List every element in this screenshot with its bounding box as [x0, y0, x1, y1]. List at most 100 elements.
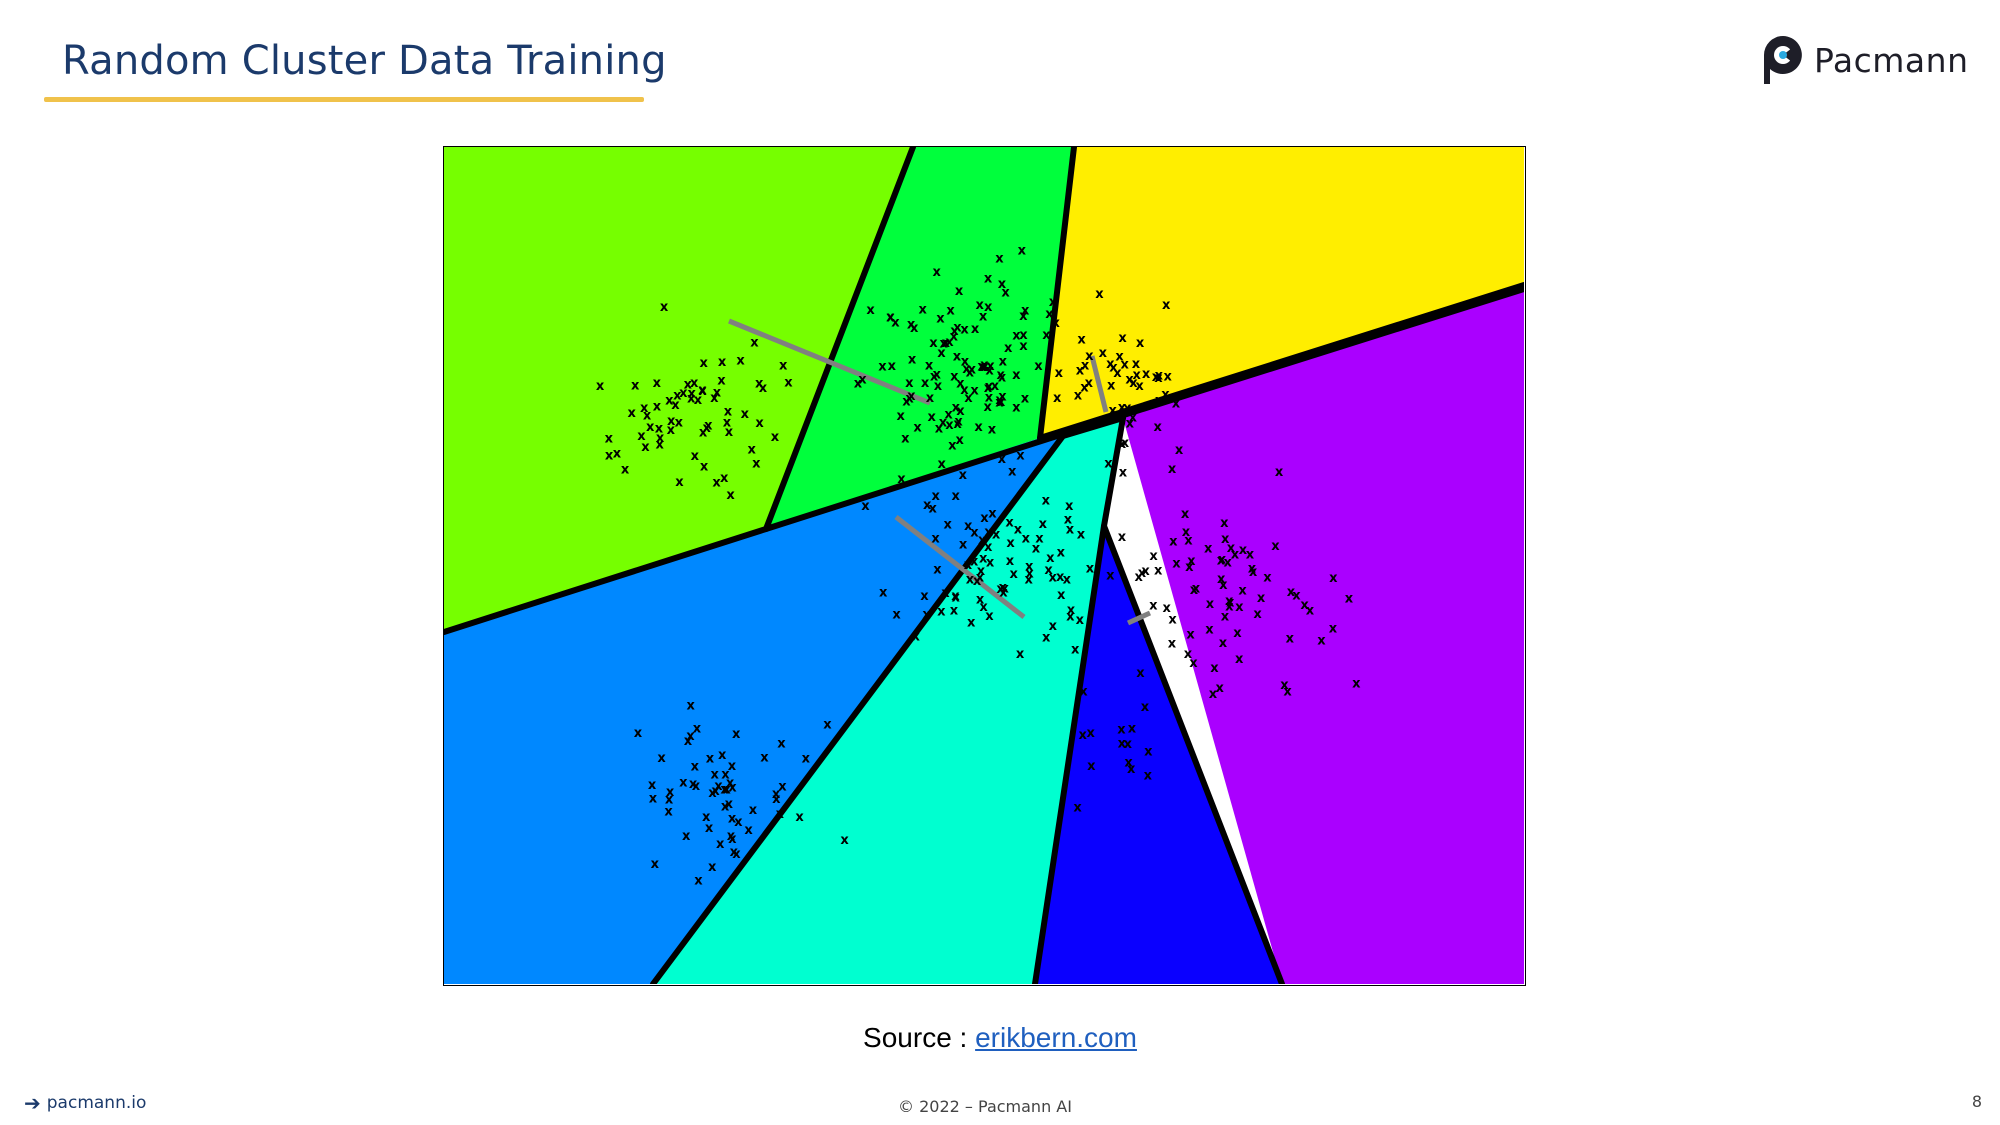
data-point-marker: x — [1218, 553, 1227, 568]
data-point-marker: x — [653, 399, 662, 414]
data-point-marker: x — [919, 303, 928, 318]
source-link[interactable]: erikbern.com — [975, 1022, 1137, 1053]
data-point-marker: x — [1121, 436, 1130, 451]
data-point-marker: x — [628, 406, 637, 421]
data-point-marker: x — [1106, 569, 1115, 584]
data-point-marker: x — [675, 475, 684, 490]
data-point-marker: x — [979, 310, 988, 325]
data-point-marker: x — [934, 379, 943, 394]
data-point-marker: x — [722, 782, 731, 797]
data-point-marker: x — [999, 354, 1008, 369]
region-border — [763, 433, 1060, 532]
data-point-marker: x — [930, 370, 939, 385]
source-label: Source : — [863, 1022, 968, 1053]
data-point-marker: x — [1118, 437, 1127, 452]
data-point-marker: x — [1113, 366, 1122, 381]
data-point-marker: x — [667, 414, 676, 429]
data-point-marker: x — [1144, 769, 1153, 784]
data-point-marker: x — [728, 832, 737, 847]
data-point-marker: x — [750, 336, 759, 351]
data-point-marker: x — [979, 600, 988, 615]
data-point-marker: x — [1329, 622, 1338, 637]
data-point-marker: x — [648, 778, 657, 793]
data-point-marker: x — [1034, 359, 1043, 374]
data-point-marker: x — [1057, 588, 1066, 603]
voronoi-plot: x x x x x x x x x x x x x x x x x x x x x x x x x x x x x x x x x x x x x x x x… — [444, 147, 1524, 984]
data-points: x x x x x x x x x x x x x x x x x x x x x x x x x x x x x x x x x x x x x x x x… — [596, 244, 1361, 889]
data-point-marker: x — [905, 392, 914, 407]
data-point-marker: x — [1184, 534, 1193, 549]
data-point-marker: x — [854, 377, 863, 392]
data-point-marker: x — [1216, 681, 1225, 696]
data-point-marker: x — [1014, 523, 1023, 538]
data-point-marker: x — [1125, 372, 1134, 387]
data-point-marker: x — [997, 368, 1006, 383]
data-point-marker: x — [706, 752, 715, 767]
data-point-marker: x — [703, 421, 712, 436]
data-point-marker: x — [725, 425, 734, 440]
data-point-marker: x — [1006, 536, 1015, 551]
data-point-marker: x — [937, 346, 946, 361]
data-point-marker: x — [687, 392, 696, 407]
data-point-marker: x — [959, 537, 968, 552]
data-point-marker: x — [702, 810, 711, 825]
data-point-marker: x — [956, 376, 965, 391]
data-point-marker: x — [976, 298, 985, 313]
data-point-marker: x — [948, 439, 957, 454]
data-point-marker: x — [1181, 507, 1190, 522]
data-point-marker: x — [691, 449, 700, 464]
data-point-marker: x — [933, 265, 942, 280]
data-point-marker: x — [952, 590, 961, 605]
data-point-marker: x — [952, 489, 961, 504]
data-point-marker: x — [1087, 726, 1096, 741]
data-point-marker: x — [964, 519, 973, 534]
data-point-marker: x — [684, 734, 693, 749]
data-point-marker: x — [1049, 619, 1058, 634]
data-point-marker: x — [1317, 633, 1326, 648]
data-point-marker: x — [976, 592, 985, 607]
data-point-marker: x — [1119, 466, 1128, 481]
data-point-marker: x — [1257, 591, 1266, 606]
data-point-marker: x — [1016, 647, 1025, 662]
data-point-marker: x — [878, 360, 887, 375]
data-point-marker: x — [980, 360, 989, 375]
footer-website[interactable]: ➔ pacmann.io — [24, 1091, 146, 1115]
data-point-marker: x — [1016, 449, 1025, 464]
data-point-marker: x — [995, 251, 1004, 266]
data-point-marker: x — [977, 359, 986, 374]
data-point-marker: x — [951, 589, 960, 604]
data-point-marker: x — [720, 471, 729, 486]
data-point-marker: x — [1106, 357, 1115, 372]
data-point-marker: x — [897, 409, 906, 424]
data-point-marker: x — [682, 829, 691, 844]
data-point-marker: x — [988, 507, 997, 522]
data-point-marker: x — [1185, 560, 1194, 575]
data-point-marker: x — [1129, 411, 1138, 426]
data-point-marker: x — [1172, 557, 1181, 572]
data-point-marker: x — [1136, 336, 1145, 351]
data-point-marker: x — [1107, 379, 1116, 394]
data-point-marker: x — [772, 787, 781, 802]
data-point-marker: x — [1136, 666, 1145, 681]
data-point-marker: x — [686, 729, 695, 744]
split-line — [1089, 355, 1109, 413]
data-point-marker: x — [679, 386, 688, 401]
region-border — [1032, 523, 1107, 984]
data-point-marker: x — [962, 362, 971, 377]
data-point-marker: x — [941, 586, 950, 601]
data-point-marker: x — [714, 779, 723, 794]
data-point-marker: x — [656, 437, 665, 452]
data-point-marker: x — [711, 784, 720, 799]
data-point-marker: x — [1154, 563, 1163, 578]
data-point-marker: x — [771, 430, 780, 445]
data-point-marker: x — [1066, 523, 1075, 538]
data-point-marker: x — [1144, 744, 1153, 759]
data-point-marker: x — [984, 540, 993, 555]
data-point-marker: x — [961, 354, 970, 369]
data-point-marker: x — [929, 336, 938, 351]
data-point-marker: x — [1019, 339, 1028, 354]
data-point-marker: x — [1018, 244, 1027, 259]
data-point-marker: x — [641, 440, 650, 455]
data-point-marker: x — [732, 847, 741, 862]
data-point-marker: x — [1124, 756, 1133, 771]
